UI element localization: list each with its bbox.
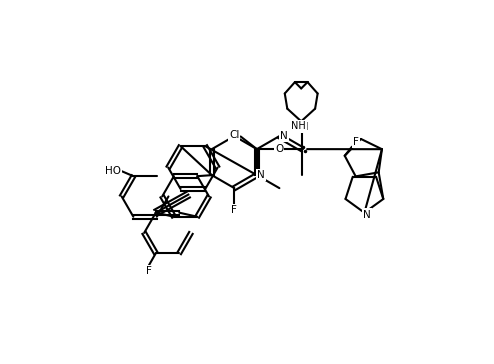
Text: NH: NH [291,120,306,131]
Text: O: O [275,144,284,154]
Text: F: F [353,137,359,147]
Text: F: F [231,205,237,215]
Text: N: N [257,170,265,180]
Text: Cl: Cl [229,130,239,140]
Text: N: N [257,170,265,180]
Text: N: N [364,210,371,219]
Text: F: F [146,266,152,276]
Text: N: N [280,131,288,141]
Text: HO: HO [105,166,121,176]
Text: NH: NH [293,122,309,132]
Text: N: N [280,131,288,141]
